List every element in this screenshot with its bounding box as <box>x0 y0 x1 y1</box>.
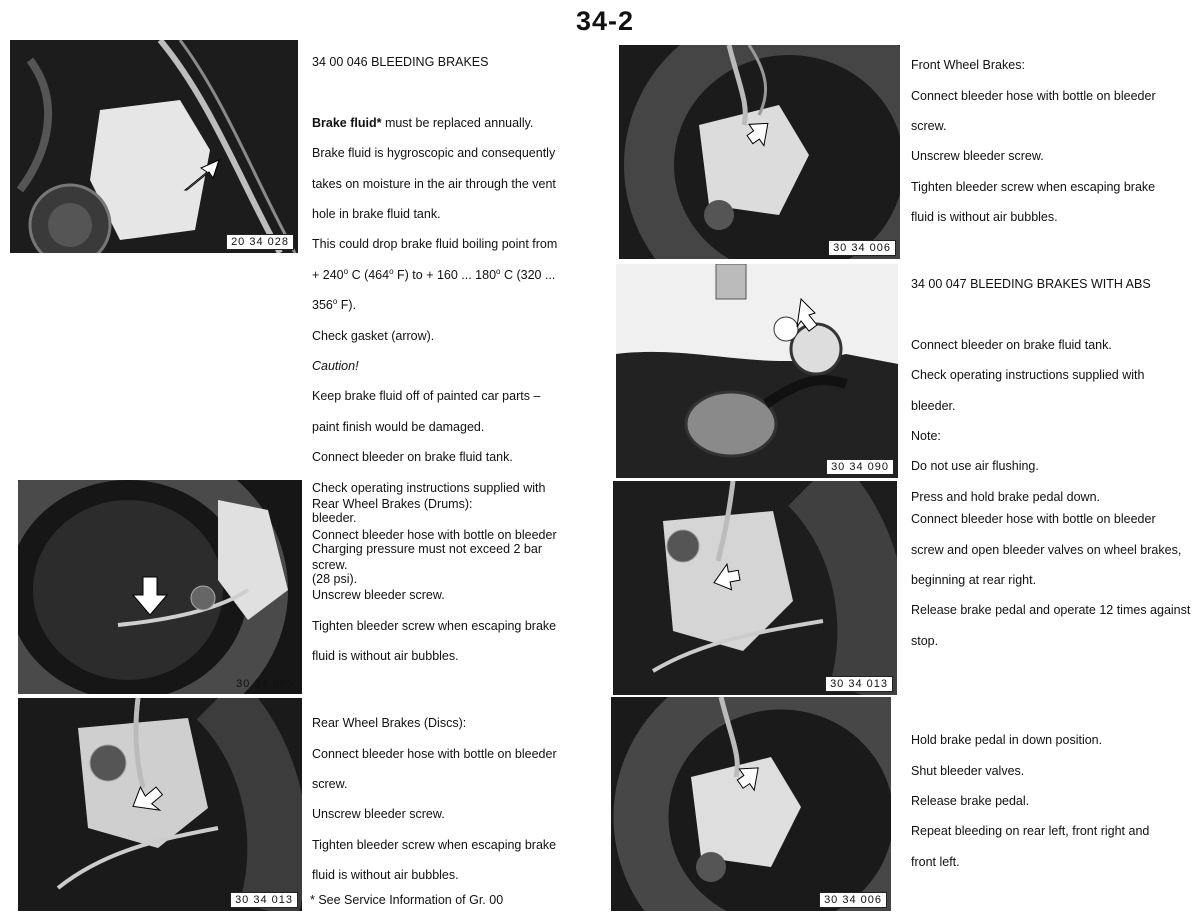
text-line: Tighten bleeder screw when escaping brak… <box>312 618 557 633</box>
abs-front-brake-illustration <box>611 697 891 911</box>
figure-label: 30 34 005 <box>236 678 294 690</box>
text-line: Connect bleeder hose with bottle on blee… <box>911 88 1156 103</box>
figure-label: 30 34 090 <box>826 459 894 475</box>
figure-label: 30 34 006 <box>828 240 896 256</box>
text-line: Connect bleeder on brake fluid tank. <box>911 337 1112 352</box>
text-line: Rear Wheel Brakes (Drums): <box>312 497 473 512</box>
text-line: Unscrew bleeder screw. <box>312 588 445 603</box>
section-heading-abs: 34 00 047 BLEEDING BRAKES WITH ABS <box>911 277 1151 292</box>
text-line: Do not use air flushing. <box>911 459 1039 474</box>
rear-drums-text: Rear Wheel Brakes (Drums): Connect bleed… <box>312 482 602 680</box>
text-line: takes on moisture in the air through the… <box>312 176 556 191</box>
text-line: Tighten bleeder screw when escaping brak… <box>911 179 1156 194</box>
text-line: (28 psi). <box>312 571 358 586</box>
text-line: fluid is without air bubbles. <box>911 210 1058 225</box>
text-line: Tighten bleeder screw when escaping brak… <box>312 837 557 852</box>
photo-abs-brake-fluid-tank: 30 34 090 <box>616 264 898 478</box>
rear-drum-brake-illustration <box>18 480 302 694</box>
abs-text: 34 00 047 BLEEDING BRAKES WITH ABS Conne… <box>911 262 1196 520</box>
lead-rest: must be replaced annually. <box>381 115 534 130</box>
text-line: bleeder. <box>312 511 357 526</box>
figure-label: 30 34 013 <box>230 892 298 908</box>
text-line: screw. <box>911 119 947 134</box>
text-line: Charging pressure must not exceed 2 bar <box>312 541 542 556</box>
photo-abs-front-brake: 30 34 006 <box>611 697 891 911</box>
temperature-line-2: 356o F). <box>312 297 357 313</box>
photo-brake-fluid-tank: 20 34 028 <box>10 40 298 253</box>
temperature-line-1: + 240o C (464o F) to + 160 ... 180o C (3… <box>312 266 556 282</box>
text-line: hole in brake fluid tank. <box>312 207 441 222</box>
text-line: screw. <box>312 558 348 573</box>
text-line: screw. <box>312 777 348 792</box>
front-wheel-brake-illustration <box>619 45 900 259</box>
text-line: paint finish would be damaged. <box>312 419 485 434</box>
photo-rear-disc-brake: 30 34 013 <box>18 698 302 911</box>
text-line: front left. <box>911 854 960 869</box>
figure-label: 20 34 028 <box>226 234 294 250</box>
abs-rear-brake-illustration <box>613 481 897 695</box>
text-line: stop. <box>911 633 939 648</box>
text-line: Connect bleeder hose with bottle on blee… <box>911 512 1156 527</box>
text-line: Release brake pedal. <box>911 794 1030 809</box>
text-line: Check gasket (arrow). <box>312 328 435 343</box>
photo-rear-drum-brake: 30 34 005 <box>18 480 302 694</box>
bleeding-brakes-text: 34 00 046 BLEEDING BRAKES Brake fluid* m… <box>312 40 602 602</box>
abs-tank-illustration <box>616 264 898 478</box>
text-line: Keep brake fluid off of painted car part… <box>312 389 541 404</box>
front-wheel-text: Front Wheel Brakes: Connect bleeder hose… <box>911 43 1196 241</box>
abs-step2-text: Connect bleeder hose with bottle on blee… <box>911 497 1200 664</box>
text-line: screw and open bleeder valves on wheel b… <box>911 542 1182 557</box>
text-line: Repeat bleeding on rear left, front righ… <box>911 824 1150 839</box>
brake-fluid-tank-illustration <box>10 40 298 253</box>
rear-disc-brake-illustration <box>18 698 302 911</box>
caution-label: Caution! <box>312 359 359 374</box>
section-heading-bleeding-brakes: 34 00 046 BLEEDING BRAKES <box>312 55 489 70</box>
text-line: Unscrew bleeder screw. <box>312 807 445 822</box>
text-line: Connect bleeder on brake fluid tank. <box>312 450 513 465</box>
text-line: Press and hold brake pedal down. <box>911 489 1101 504</box>
rear-discs-text: Rear Wheel Brakes (Discs): Connect bleed… <box>312 701 602 899</box>
text-line: This could drop brake fluid boiling poin… <box>312 237 558 252</box>
text-line: beginning at rear right. <box>911 573 1037 588</box>
photo-abs-rear-brake: 30 34 013 <box>613 481 897 695</box>
page-number: 34-2 <box>575 6 635 36</box>
text-line: Check operating instructions supplied wi… <box>312 480 546 495</box>
text-line: Front Wheel Brakes: <box>911 58 1025 73</box>
text-line: bleeder. <box>911 398 956 413</box>
figure-label: 30 34 006 <box>819 892 887 908</box>
text-line: Note: <box>911 429 941 444</box>
lead-line: Brake fluid* must be replaced annually. <box>312 116 602 131</box>
figure-label: 30 34 013 <box>825 676 893 692</box>
text-line: Unscrew bleeder screw. <box>911 149 1044 164</box>
footnote: * See Service Information of Gr. 00 <box>310 893 504 907</box>
text-line: Connect bleeder hose with bottle on blee… <box>312 527 557 542</box>
text-line: Rear Wheel Brakes (Discs): <box>312 716 467 731</box>
text-line: Connect bleeder hose with bottle on blee… <box>312 746 557 761</box>
lead-bold: Brake fluid* <box>312 115 382 130</box>
abs-step3-text: Hold brake pedal in down position. Shut … <box>911 718 1196 885</box>
text-line: Hold brake pedal in down position. <box>911 733 1103 748</box>
text-line: fluid is without air bubbles. <box>312 649 459 664</box>
text-line: Shut bleeder valves. <box>911 763 1025 778</box>
photo-front-wheel-brake: 30 34 006 <box>619 45 900 259</box>
text-line: fluid is without air bubbles. <box>312 868 459 883</box>
text-line: Brake fluid is hygroscopic and consequen… <box>312 146 556 161</box>
text-line: Release brake pedal and operate 12 times… <box>911 603 1191 618</box>
text-line: Check operating instructions supplied wi… <box>911 368 1145 383</box>
